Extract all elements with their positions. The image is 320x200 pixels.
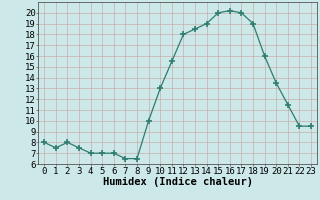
X-axis label: Humidex (Indice chaleur): Humidex (Indice chaleur) [103, 177, 252, 187]
